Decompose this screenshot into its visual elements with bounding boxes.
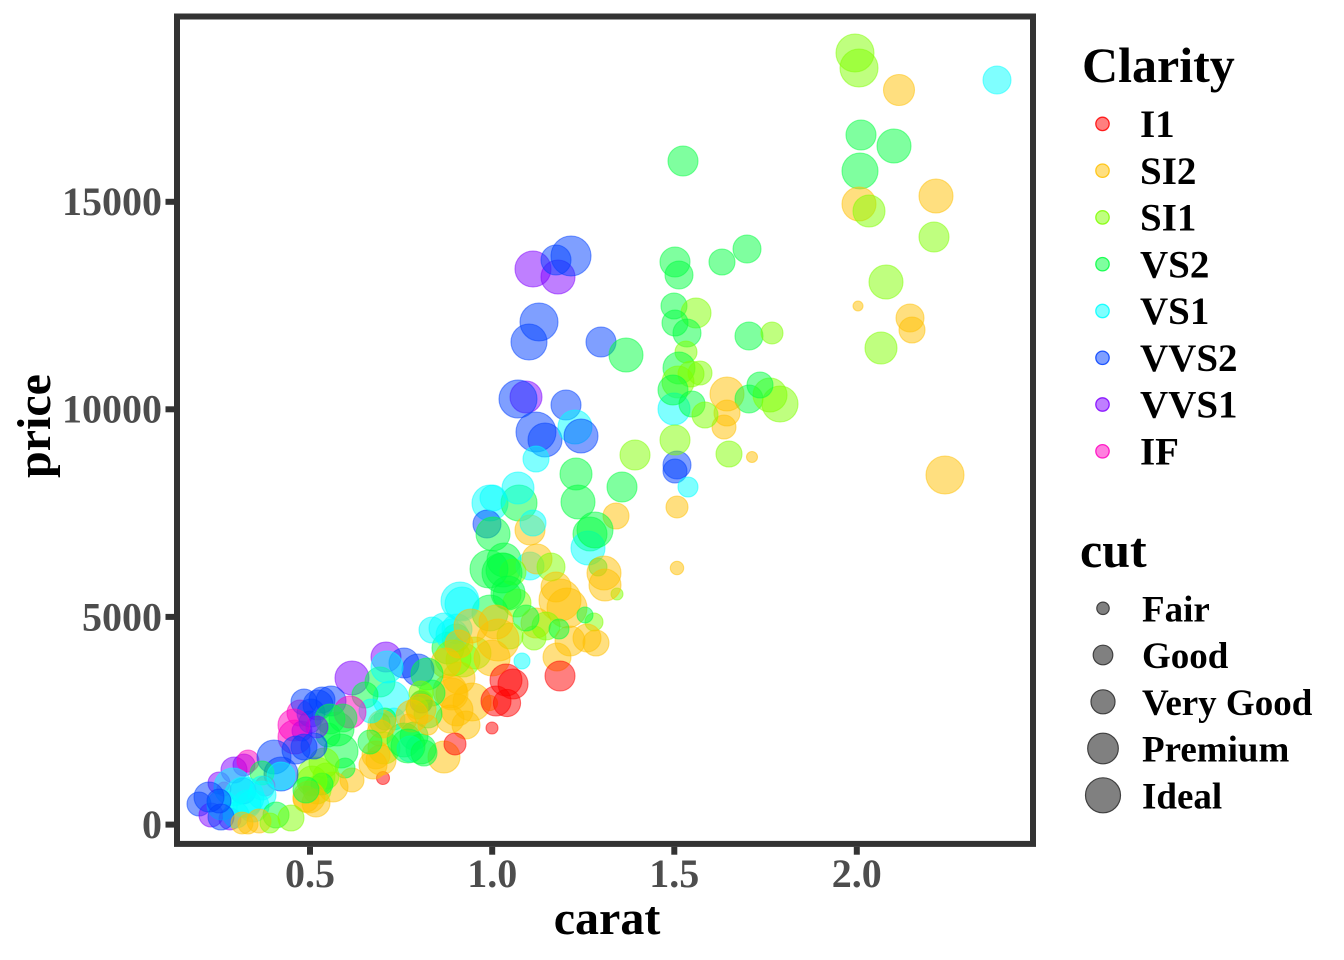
svg-text:Ideal: Ideal xyxy=(1142,776,1222,817)
svg-text:SI2: SI2 xyxy=(1140,150,1196,193)
svg-text:VS2: VS2 xyxy=(1140,243,1209,286)
svg-text:IF: IF xyxy=(1140,431,1179,474)
svg-text:Fair: Fair xyxy=(1142,589,1210,630)
svg-text:Clarity: Clarity xyxy=(1082,37,1235,93)
svg-text:0: 0 xyxy=(142,802,162,847)
svg-text:15000: 15000 xyxy=(62,179,162,224)
svg-text:1.0: 1.0 xyxy=(467,851,517,896)
svg-text:I1: I1 xyxy=(1140,103,1175,146)
svg-text:VVS1: VVS1 xyxy=(1140,384,1238,427)
svg-text:0.5: 0.5 xyxy=(285,851,335,896)
svg-text:1.5: 1.5 xyxy=(649,851,699,896)
svg-text:VVS2: VVS2 xyxy=(1140,337,1238,380)
svg-text:Very Good: Very Good xyxy=(1142,683,1313,724)
svg-text:Good: Good xyxy=(1142,636,1229,677)
svg-text:10000: 10000 xyxy=(62,387,162,432)
svg-text:SI1: SI1 xyxy=(1140,197,1196,240)
svg-text:carat: carat xyxy=(554,892,661,945)
svg-text:Premium: Premium xyxy=(1142,730,1289,771)
svg-text:5000: 5000 xyxy=(82,594,162,639)
svg-text:price: price xyxy=(8,374,61,478)
svg-text:cut: cut xyxy=(1080,522,1147,578)
svg-text:2.0: 2.0 xyxy=(832,851,882,896)
svg-text:VS1: VS1 xyxy=(1140,290,1209,333)
